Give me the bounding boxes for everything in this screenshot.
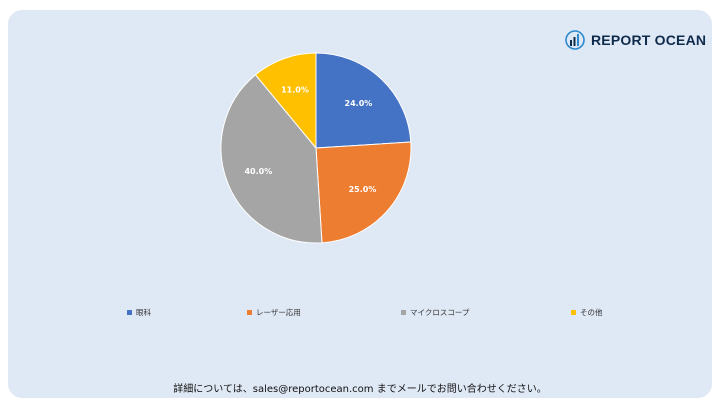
pie-data-label-0: 24.0%: [345, 99, 373, 108]
legend-swatch: [127, 310, 132, 315]
legend-item-3: その他: [571, 307, 603, 318]
legend-swatch: [247, 310, 252, 315]
legend-label: レーザー応用: [256, 308, 301, 317]
chart-legend: 眼科 レーザー応用 マイクロスコープ その他: [0, 307, 720, 321]
legend-swatch: [571, 310, 576, 315]
legend-label: マイクロスコープ: [410, 308, 470, 317]
legend-item-2: マイクロスコープ: [401, 307, 469, 318]
legend-item-1: レーザー応用: [247, 307, 301, 318]
contact-footer: 詳細については、sales@reportocean.com までメールでお問い合…: [173, 384, 547, 395]
pie-slice-2: [220, 74, 323, 244]
bar-chart-globe-icon: [565, 30, 585, 50]
legend-item-0: 眼科: [127, 307, 151, 318]
pie-slice-3: [254, 52, 317, 150]
legend-label: 眼科: [136, 308, 151, 317]
legend-swatch: [401, 310, 406, 315]
pie-slice-0: [315, 52, 412, 149]
legend-label: その他: [580, 308, 603, 317]
brand-logo: REPORT OCEAN: [565, 28, 706, 52]
pie-chart: 24.0% 25.0% 40.0% 11.0%: [220, 52, 412, 244]
pie-slice-1: [315, 141, 412, 244]
brand-name: REPORT OCEAN: [591, 32, 707, 48]
pie-data-label-3: 11.0%: [281, 86, 309, 95]
pie-data-label-2: 40.0%: [244, 167, 272, 176]
pie-data-label-1: 25.0%: [349, 185, 377, 194]
